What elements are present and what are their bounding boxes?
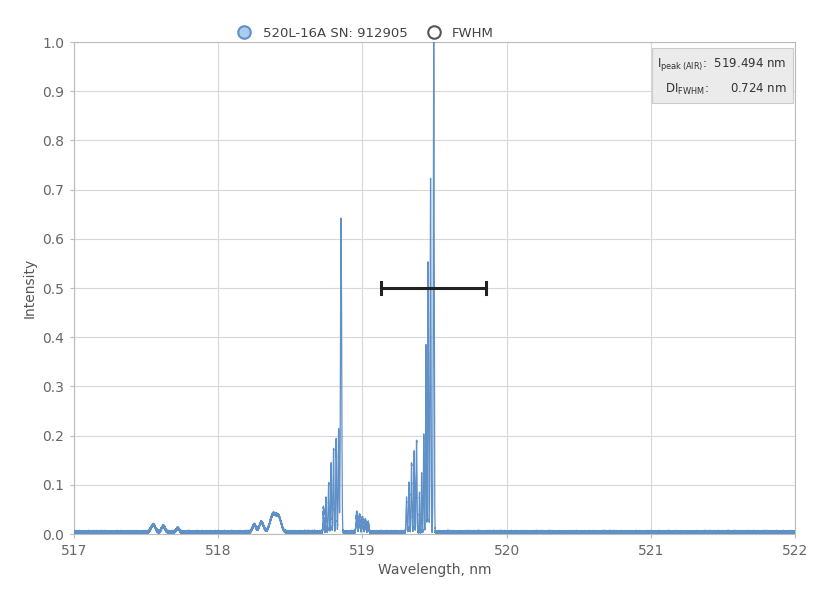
Y-axis label: Intensity: Intensity	[22, 258, 37, 318]
X-axis label: Wavelength, nm: Wavelength, nm	[378, 563, 491, 577]
Text: I$_{\mathregular{peak\,(AIR)}}$:  519.494 nm
DI$_{\mathregular{FWHM}}$:      0.7: I$_{\mathregular{peak\,(AIR)}}$: 519.494…	[657, 56, 785, 97]
Legend: 520L-16A SN: 912905, FWHM: 520L-16A SN: 912905, FWHM	[225, 22, 499, 45]
